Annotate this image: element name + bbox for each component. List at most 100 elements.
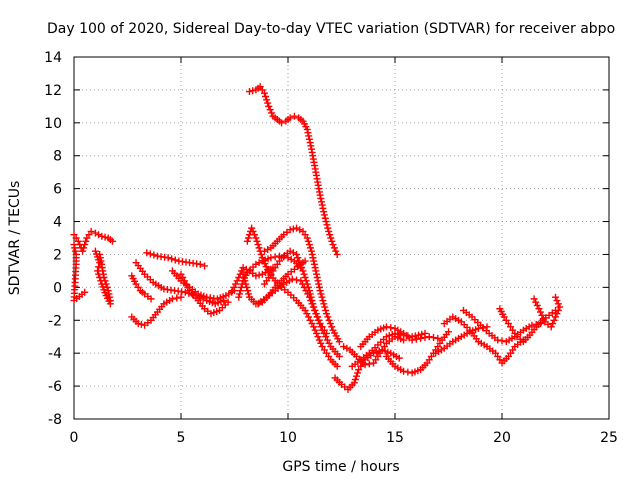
data-point	[168, 255, 176, 263]
data-point	[382, 323, 390, 331]
data-point	[535, 305, 543, 313]
data-point	[82, 237, 90, 245]
data-point	[333, 362, 341, 370]
data-point	[134, 320, 142, 328]
data-point	[430, 334, 438, 342]
data-point	[314, 277, 322, 285]
data-point	[308, 320, 316, 328]
data-point	[177, 293, 185, 301]
data-point	[310, 260, 318, 268]
data-point	[395, 354, 403, 362]
data-point	[95, 231, 103, 239]
data-point	[321, 303, 329, 311]
data-point	[556, 303, 564, 311]
data-point	[308, 250, 316, 258]
data-point	[311, 264, 319, 272]
data-point	[80, 244, 88, 252]
data-point	[312, 267, 320, 275]
data-point	[318, 198, 326, 206]
data-point	[303, 125, 311, 133]
data-point	[255, 271, 263, 279]
data-point	[196, 260, 204, 268]
data-point	[305, 135, 313, 143]
y-tick-label: -2	[48, 313, 62, 329]
x-axis-label: GPS time / hours	[282, 459, 399, 475]
y-tick-label: -4	[48, 346, 62, 362]
data-point	[327, 234, 335, 242]
data-point	[258, 270, 266, 278]
data-point	[248, 224, 256, 232]
data-point	[322, 333, 330, 341]
data-point	[290, 112, 298, 120]
data-point	[317, 290, 325, 298]
data-point	[171, 256, 179, 264]
data-point	[310, 323, 318, 331]
data-point	[553, 310, 561, 318]
data-point	[70, 241, 78, 249]
data-point	[303, 234, 311, 242]
data-point	[325, 339, 333, 347]
data-point	[81, 241, 89, 249]
data-point	[404, 368, 412, 376]
data-point	[271, 253, 279, 261]
data-point	[235, 293, 243, 301]
x-tick-label: 20	[493, 430, 511, 446]
data-layer	[70, 83, 564, 393]
data-point	[306, 139, 314, 147]
data-point	[264, 246, 272, 254]
data-point	[306, 244, 314, 252]
data-point	[315, 316, 323, 324]
data-point	[313, 273, 321, 281]
series-pass-25	[440, 313, 527, 367]
data-point	[181, 288, 189, 296]
data-point	[328, 237, 336, 245]
series-pass-18	[245, 83, 341, 258]
data-point	[330, 244, 338, 252]
data-point	[312, 310, 320, 318]
data-point	[262, 92, 270, 100]
data-point	[98, 232, 106, 240]
data-point	[173, 294, 181, 302]
data-point	[220, 297, 228, 305]
data-point	[365, 360, 373, 368]
x-tick-label: 15	[386, 430, 404, 446]
data-point	[434, 334, 442, 342]
data-point	[319, 204, 327, 212]
data-point	[305, 287, 313, 295]
data-point	[295, 257, 303, 265]
data-point	[252, 234, 260, 242]
data-point	[532, 298, 540, 306]
data-point	[249, 87, 257, 95]
data-point	[549, 320, 557, 328]
data-point	[328, 323, 336, 331]
data-point	[320, 208, 328, 216]
series-pass-07	[143, 249, 209, 270]
data-point	[494, 336, 502, 344]
data-point	[310, 257, 318, 265]
data-point	[537, 308, 545, 316]
grid	[74, 57, 609, 419]
data-point	[323, 329, 331, 337]
data-point	[249, 227, 257, 235]
data-point	[305, 313, 313, 321]
data-point	[314, 333, 322, 341]
data-point	[324, 313, 332, 321]
data-point	[333, 250, 341, 258]
data-point	[316, 191, 324, 199]
series-pass-10	[177, 270, 232, 318]
data-point	[289, 225, 297, 233]
data-point	[553, 297, 561, 305]
data-point	[236, 287, 244, 295]
data-point	[268, 109, 276, 117]
series-pass-23	[348, 329, 429, 370]
series-pass-22	[382, 328, 452, 377]
data-point	[554, 300, 562, 308]
data-point	[293, 276, 301, 284]
data-point	[74, 237, 82, 245]
data-point	[289, 249, 297, 257]
data-point	[332, 247, 340, 255]
data-point	[552, 313, 559, 321]
data-point	[143, 249, 151, 257]
data-point	[137, 320, 145, 328]
